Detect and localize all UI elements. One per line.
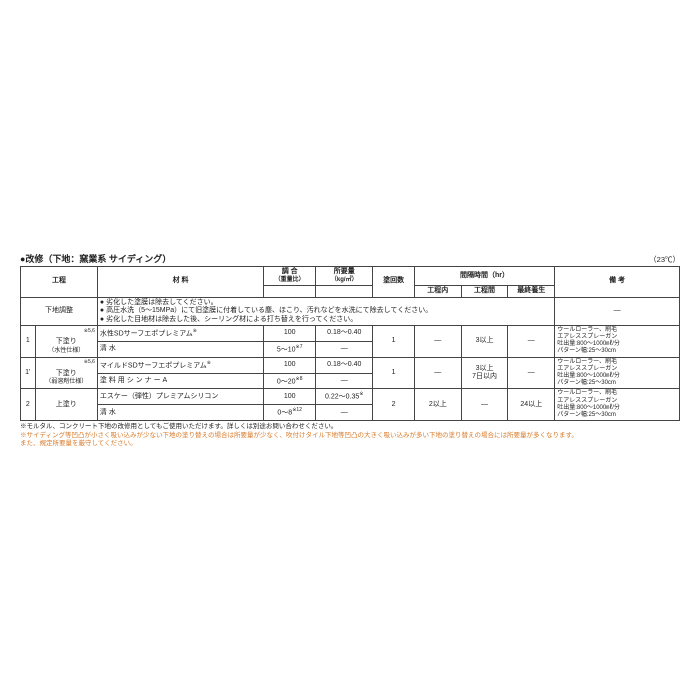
th-chougou-b <box>264 286 316 297</box>
th-shoyou: 所要量（kg/㎡） <box>316 266 373 286</box>
th-kouteikan: 工程間 <box>461 286 508 297</box>
step-1p: ※5,6 下塗り （弱溶剤仕様） <box>35 357 97 389</box>
temperature-note: （23℃） <box>649 254 680 265</box>
spec-table: 工程 材 料 調 合（重量比） 所要量（kg/㎡） 塗回数 間隔時間（hr） 備… <box>20 266 680 422</box>
footnotes: ※モルタル、コンクリート下地の改修用としてもご使用いただけます。詳しくは別途お問… <box>20 423 680 448</box>
th-saishu: 最終養生 <box>508 286 555 297</box>
th-bikou: 備 考 <box>555 266 680 297</box>
row-1a: 1 ※5,6 下塗り （水性仕様） 水性SDサーフエポプレミアム※ 100 0.… <box>21 325 680 341</box>
th-chougou: 調 合（重量比） <box>264 266 316 286</box>
step-1: ※5,6 下塗り （水性仕様） <box>35 325 97 357</box>
th-koutei: 工程 <box>21 266 98 297</box>
th-shoyou-b <box>316 286 373 297</box>
row-2a: 2 上塗り エスケー（弾性）プレミアムシリコン 100 0.22～0.35※ 2… <box>21 389 680 405</box>
section-title: ●改修（下地：窯業系 サイディング） <box>20 252 171 265</box>
th-nurikasu: 塗回数 <box>373 266 415 297</box>
row-1pa: 1' ※5,6 下塗り （弱溶剤仕様） マイルドSDサーフエポプレミアム※ 10… <box>21 357 680 373</box>
th-kankaku: 間隔時間（hr） <box>414 266 554 286</box>
row-shitaji: 下地調整 ● 劣化した塗膜は除去してください。 ● 高圧水洗（5～15MPa）に… <box>21 297 680 325</box>
th-kouteinai: 工程内 <box>414 286 461 297</box>
th-zairyou: 材 料 <box>97 266 263 297</box>
